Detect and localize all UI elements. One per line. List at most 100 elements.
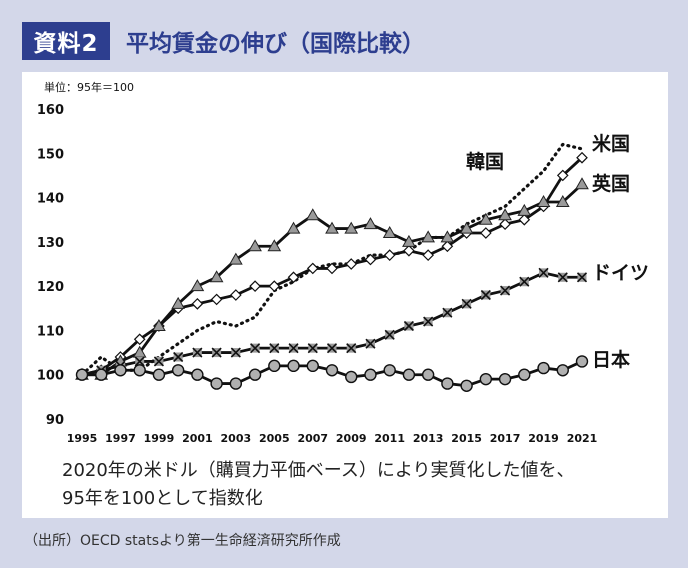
marker-germany <box>211 347 222 358</box>
marker-us <box>383 249 396 261</box>
marker-uk <box>421 230 436 243</box>
marker-japan <box>364 368 377 381</box>
series-label-uk: 英国 <box>592 172 630 195</box>
marker-us <box>364 253 377 266</box>
marker-uk <box>363 217 378 230</box>
marker-japan <box>210 377 223 390</box>
marker-uk <box>517 203 532 216</box>
marker-japan <box>133 364 146 377</box>
marker-us <box>345 258 358 270</box>
marker-uk <box>248 239 262 252</box>
marker-japan <box>171 364 185 377</box>
marker-germany <box>423 316 434 327</box>
marker-uk <box>325 221 339 234</box>
marker-germany <box>192 347 203 358</box>
marker-japan <box>152 368 166 381</box>
marker-uk <box>478 212 493 225</box>
marker-us <box>133 333 146 346</box>
marker-germany <box>500 285 511 296</box>
x-tick-label: 2007 <box>297 432 328 445</box>
x-tick-label: 1999 <box>144 432 175 445</box>
marker-us <box>441 240 454 253</box>
marker-japan <box>95 368 108 381</box>
marker-germany <box>519 276 530 287</box>
marker-uk <box>209 270 224 283</box>
marker-us <box>499 218 511 230</box>
x-tick-label: 2001 <box>182 432 213 445</box>
marker-uk <box>190 279 205 292</box>
marker-japan <box>75 368 89 381</box>
x-tick-label: 2019 <box>528 432 559 445</box>
marker-japan <box>498 372 512 386</box>
marker-us <box>576 151 588 164</box>
marker-germany <box>346 343 357 354</box>
document-badge: 資料2 <box>22 22 110 60</box>
marker-japan <box>402 368 416 381</box>
x-tick-label: 2021 <box>567 432 598 445</box>
marker-germany <box>134 356 145 367</box>
y-tick-label: 130 <box>37 236 64 251</box>
marker-us <box>518 213 531 226</box>
y-tick-label: 110 <box>37 324 64 339</box>
marker-japan <box>268 359 281 373</box>
marker-germany <box>288 343 299 354</box>
y-tick-label: 160 <box>37 103 64 118</box>
marker-japan <box>306 359 319 373</box>
marker-uk <box>555 194 570 207</box>
marker-japan <box>229 377 243 390</box>
series-line-korea <box>80 142 584 377</box>
x-tick-label: 1995 <box>67 432 98 445</box>
y-tick-label: 100 <box>37 369 64 384</box>
unit-label: 単位：95年＝100 <box>44 80 134 94</box>
series-label-us: 米国 <box>592 132 630 155</box>
marker-uk <box>440 230 455 243</box>
line-chart: 単位：95年＝100 90 100 110 120 130 140 150 160 1995 1… <box>37 80 649 445</box>
marker-germany <box>326 343 338 354</box>
marker-germany <box>250 343 261 354</box>
marker-japan <box>114 364 127 377</box>
x-tick-label: 2015 <box>451 432 482 445</box>
marker-japan <box>441 377 454 390</box>
source-note: （出所）OECD statsより第一生命経済研究所作成 <box>24 533 341 549</box>
chart-panel: 単位：95年＝100 90 100 110 120 130 140 150 160 1995 1… <box>22 72 668 518</box>
marker-us <box>191 298 204 310</box>
marker-us <box>479 227 492 239</box>
marker-germany <box>307 343 318 354</box>
marker-japan <box>383 364 396 377</box>
note-line-1: 2020年の米ドル（購買力平価ベース）により実質化した値を、 <box>62 460 575 481</box>
marker-uk <box>536 194 551 207</box>
marker-us <box>403 244 415 257</box>
marker-japan <box>287 359 300 373</box>
marker-germany <box>403 320 414 332</box>
marker-uk <box>305 208 320 221</box>
marker-germany <box>153 356 164 367</box>
y-tick-label: 90 <box>46 413 64 428</box>
chart-title: 平均賃金の伸び（国際比較） <box>126 31 425 57</box>
x-tick-label: 2009 <box>336 432 367 445</box>
x-tick-label: 2017 <box>490 432 521 445</box>
series-label-japan: 日本 <box>592 348 630 371</box>
chart-note: 2020年の米ドル（購買力平価ベース）により実質化した値を、 95年を100とし… <box>62 457 662 513</box>
marker-uk <box>575 177 589 190</box>
x-tick-label: 2013 <box>413 432 444 445</box>
marker-uk <box>459 221 474 234</box>
header: 資料2 平均賃金の伸び（国際比較） <box>0 0 688 72</box>
series-label-germany: ドイツ <box>592 262 649 284</box>
marker-uk <box>382 225 397 238</box>
marker-us <box>229 289 242 301</box>
marker-uk <box>286 221 301 234</box>
marker-us <box>326 262 338 275</box>
marker-japan <box>325 364 339 377</box>
marker-japan <box>191 368 204 381</box>
y-tick-label: 150 <box>37 147 64 162</box>
marker-germany <box>269 343 280 354</box>
marker-germany <box>365 338 376 349</box>
x-tick-label: 1997 <box>105 432 136 445</box>
marker-uk <box>402 234 416 247</box>
marker-uk <box>171 296 186 309</box>
x-tick-label: 2011 <box>374 432 405 445</box>
marker-japan <box>460 379 473 392</box>
marker-us <box>287 271 300 284</box>
marker-japan <box>575 355 589 368</box>
marker-germany <box>557 272 568 283</box>
